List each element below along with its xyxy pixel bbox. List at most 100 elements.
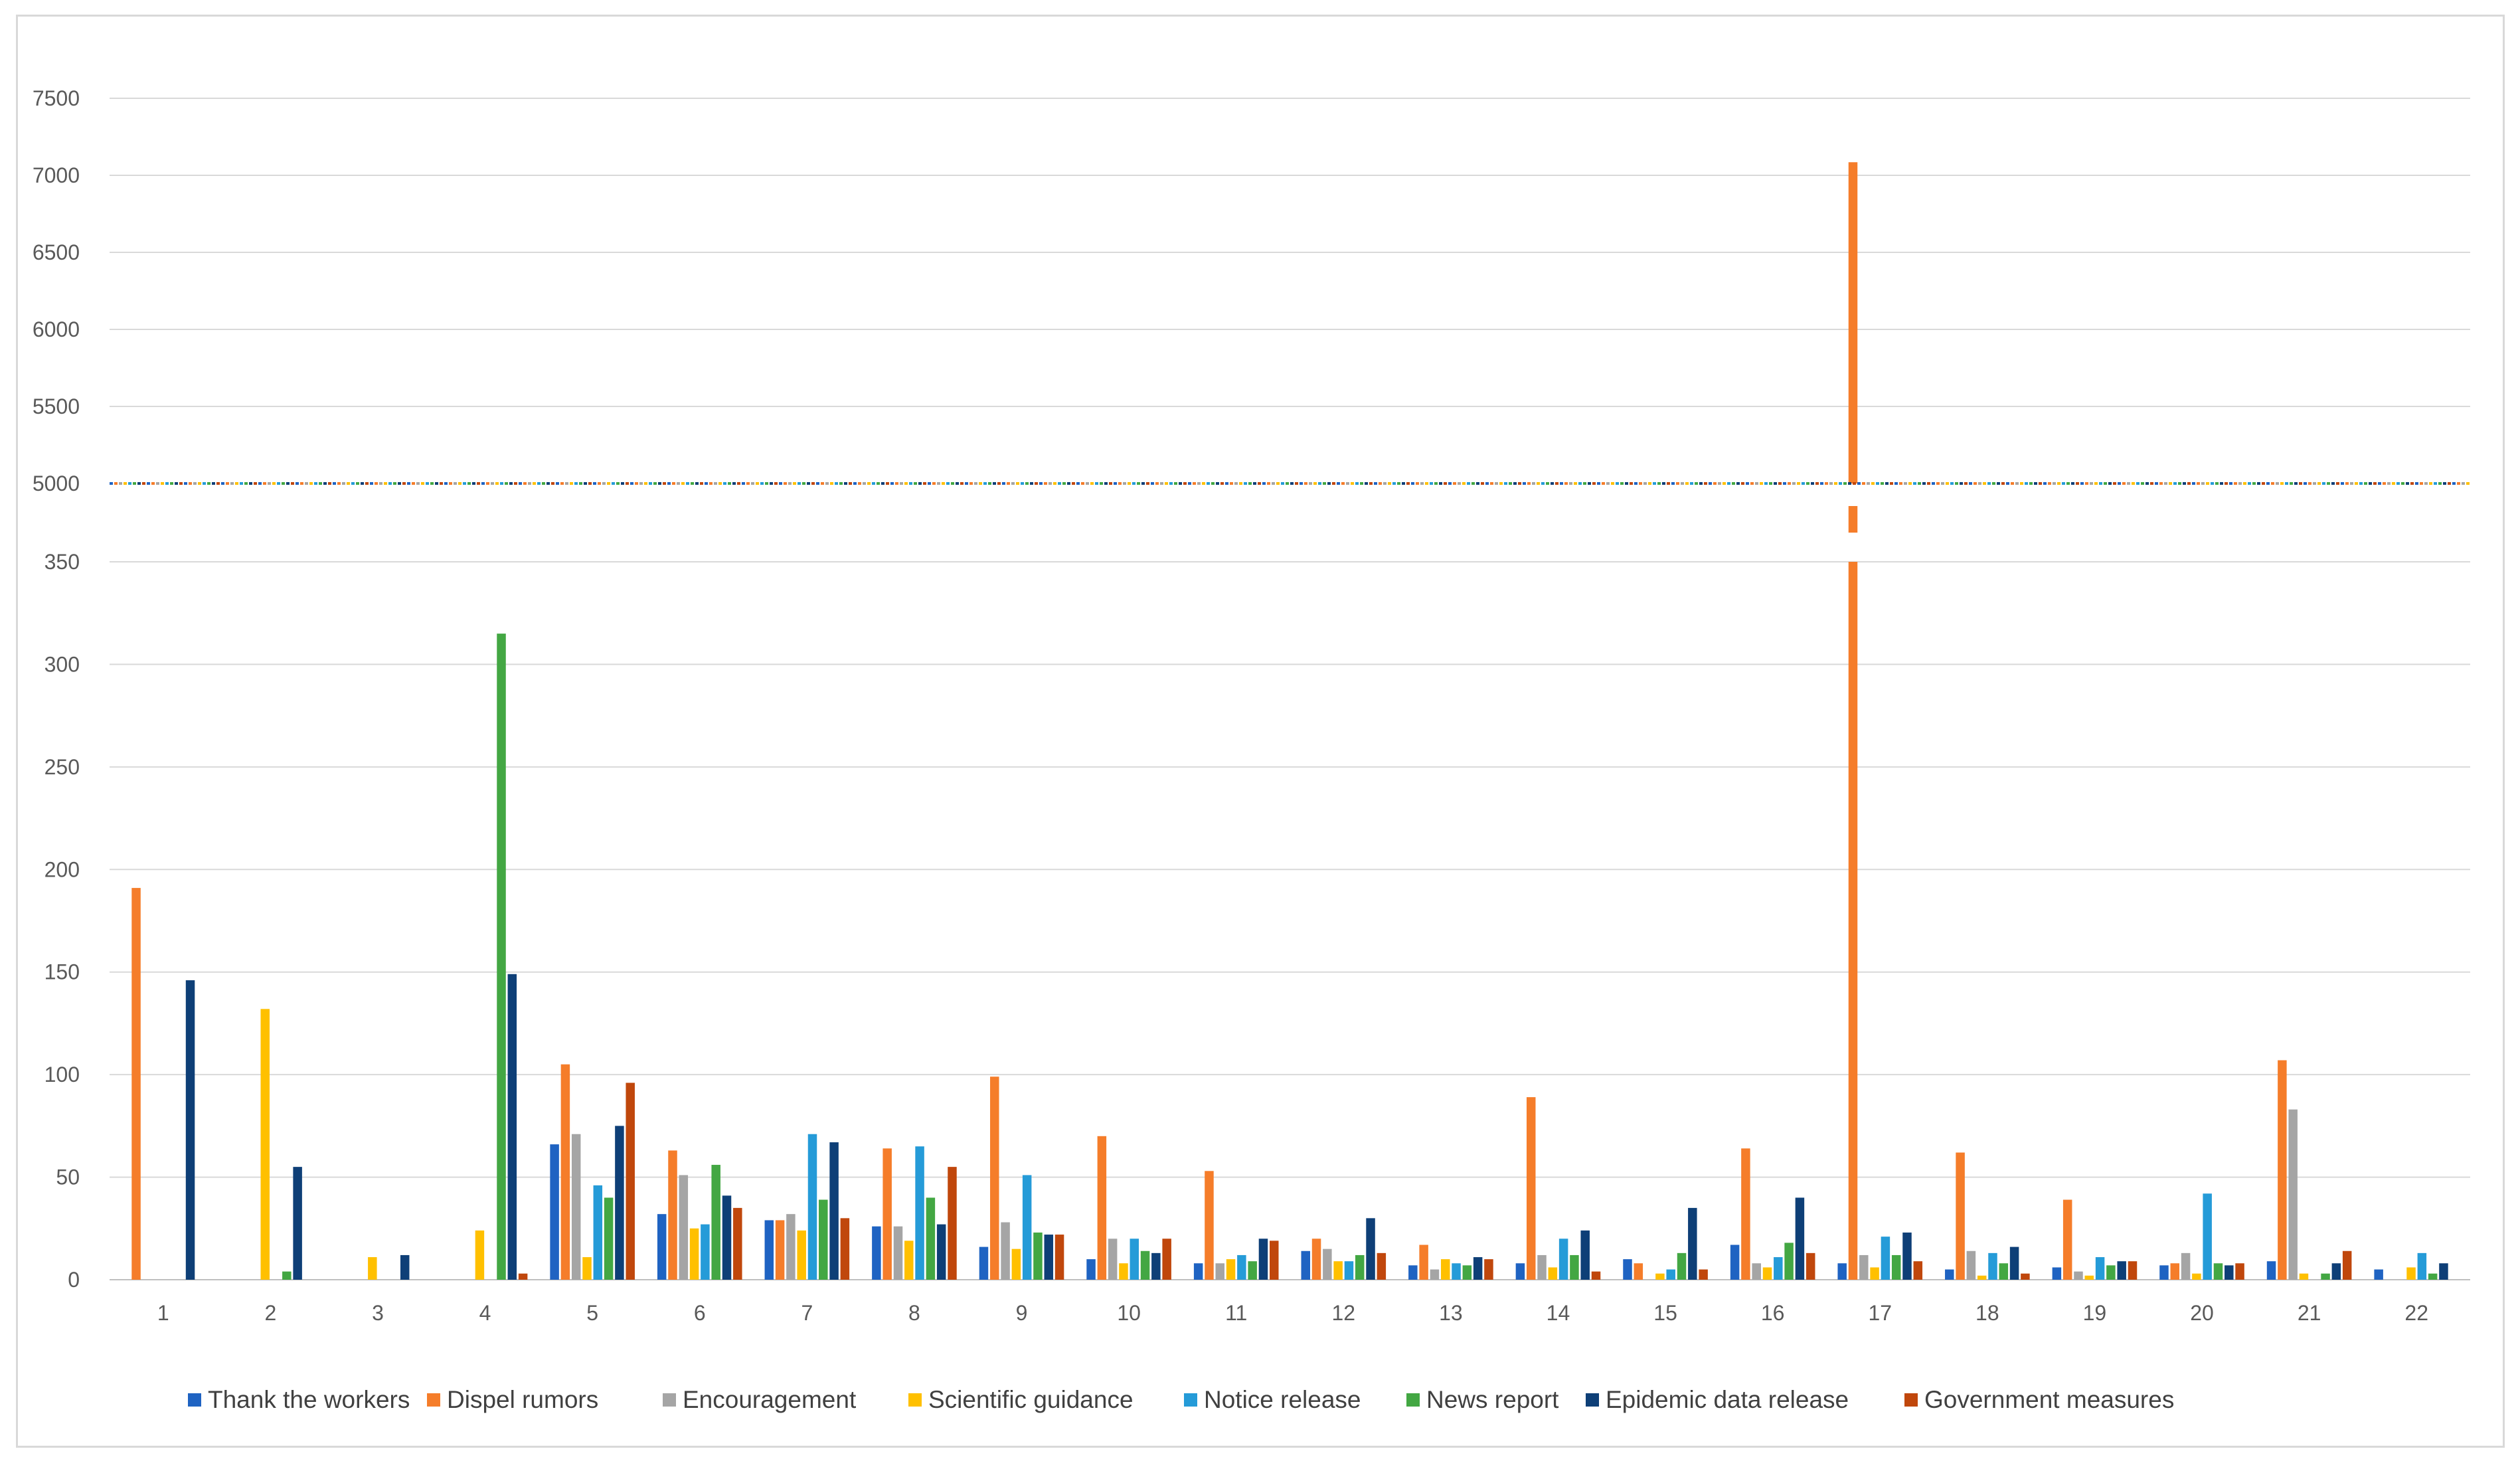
bar (1623, 1259, 1632, 1280)
break-dash (1360, 482, 1363, 485)
break-dash (435, 482, 438, 485)
break-dash (2062, 482, 2065, 485)
break-dash (993, 482, 996, 485)
break-dash (1076, 482, 1080, 485)
break-dash (277, 482, 280, 485)
legend-swatch (1586, 1393, 1599, 1407)
bar (1366, 1218, 1375, 1280)
break-dash (1811, 482, 1814, 485)
x-tick-label: 16 (1761, 1301, 1785, 1325)
bar (260, 1009, 270, 1280)
break-dash (2164, 482, 2167, 485)
break-dash (165, 482, 169, 485)
bar (2235, 1263, 2244, 1280)
bar (797, 1230, 806, 1280)
break-dash (770, 482, 773, 485)
bar (2417, 1252, 2427, 1280)
x-tick-label: 21 (2298, 1301, 2321, 1325)
bar (1977, 1275, 1987, 1280)
bar (2181, 1252, 2191, 1280)
break-dash (1523, 482, 1526, 485)
break-dash (1960, 482, 1963, 485)
break-dash (1146, 482, 1149, 485)
break-dash (2369, 482, 2372, 485)
break-dash (895, 482, 898, 485)
break-dash (505, 482, 508, 485)
bar (293, 1167, 302, 1280)
break-dash (2066, 482, 2070, 485)
bar (368, 1257, 377, 1280)
break-dash (1341, 482, 1345, 485)
break-dash (858, 482, 861, 485)
break-dash (207, 482, 210, 485)
break-dash (1597, 482, 1600, 485)
break-dash (612, 482, 615, 485)
y-tick-label: 7500 (33, 86, 80, 110)
break-dash (523, 482, 527, 485)
bar (1688, 1207, 1697, 1280)
break-dash (454, 482, 457, 485)
break-dash (467, 482, 471, 485)
break-dash (2136, 482, 2140, 485)
bar (679, 1175, 689, 1280)
break-dash (1165, 482, 1168, 485)
break-dash (235, 482, 238, 485)
break-dash (119, 482, 122, 485)
break-dash (1151, 482, 1154, 485)
x-tick-label: 11 (1225, 1301, 1247, 1325)
break-dash (1616, 482, 1619, 485)
break-dash (402, 482, 406, 485)
break-dash (1169, 482, 1173, 485)
break-dash (1843, 482, 1847, 485)
bar (1151, 1252, 1161, 1280)
break-dash (1792, 482, 1796, 485)
break-dash (1388, 482, 1391, 485)
bar (1108, 1239, 1118, 1280)
bar (2192, 1273, 2201, 1280)
break-dash (2229, 482, 2232, 485)
break-dash (305, 482, 308, 485)
break-dash (1439, 482, 1442, 485)
break-dash (1114, 482, 1117, 485)
x-tick-label: 12 (1331, 1301, 1355, 1325)
break-dash (2350, 482, 2353, 485)
break-dash (472, 482, 475, 485)
bar (1762, 1267, 1772, 1280)
bar (948, 1167, 957, 1280)
break-dash (319, 482, 322, 485)
break-dash (2466, 482, 2470, 485)
break-dash (1606, 482, 1610, 485)
break-dash (546, 482, 550, 485)
break-dash (514, 482, 517, 485)
break-dash (746, 482, 750, 485)
break-dash (440, 482, 443, 485)
break-dash (2057, 482, 2060, 485)
break-dash (1346, 482, 1349, 485)
break-dash (653, 482, 657, 485)
break-dash (965, 482, 968, 485)
legend-label: Notice release (1204, 1386, 1361, 1413)
break-dash (1741, 482, 1744, 485)
break-dash (1839, 482, 1842, 485)
break-dash (2048, 482, 2051, 485)
bar (882, 1148, 892, 1280)
break-dash (1974, 482, 1977, 485)
break-dash (1755, 482, 1758, 485)
bar (626, 1082, 635, 1280)
y-tick-label: 50 (56, 1165, 80, 1189)
break-dash (1392, 482, 1396, 485)
break-dash (2145, 482, 2149, 485)
break-dash (1471, 482, 1475, 485)
break-dash (2392, 482, 2395, 485)
break-dash (2029, 482, 2033, 485)
break-dash (1941, 482, 1944, 485)
bar (1891, 1254, 1901, 1280)
break-dash (1262, 482, 1266, 485)
break-dash (1434, 482, 1438, 485)
break-dash (1760, 482, 1763, 485)
break-dash (1355, 482, 1359, 485)
break-dash (449, 482, 452, 485)
break-dash (1016, 482, 1019, 485)
break-dash (184, 482, 187, 485)
break-dash (2220, 482, 2223, 485)
